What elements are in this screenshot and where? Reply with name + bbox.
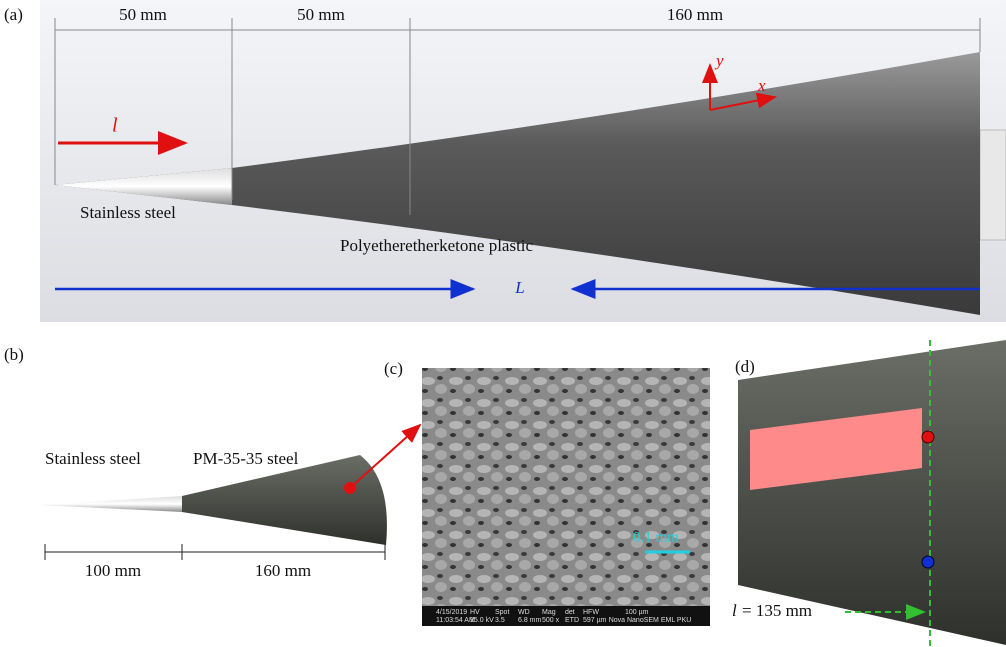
pm-horn (182, 455, 387, 545)
panel-label: (b) (4, 345, 24, 364)
sem-info-bar (422, 606, 710, 626)
material-label: Stainless steel (80, 203, 176, 222)
coord-axes (58, 63, 777, 155)
arrow-label: l (112, 115, 118, 137)
sem-info-text: HV (470, 609, 480, 616)
panel-label: (d) (735, 357, 755, 376)
position-symbol: l (732, 601, 737, 620)
axis-label: y (714, 51, 724, 70)
sem-info-text: Mag (542, 609, 556, 616)
sem-info-text: 597 µm (583, 617, 607, 624)
panel-label: (a) (4, 5, 23, 24)
sem-info-text: 6.8 mm (518, 617, 542, 624)
sem-info-text: WD (518, 609, 530, 616)
dim-label: 50 mm (119, 5, 167, 24)
horn-closeup (738, 340, 1006, 645)
dimension-lines (44, 544, 386, 560)
horn (55, 52, 980, 315)
red-point (921, 430, 935, 444)
sem-info-text: 500 x (542, 617, 560, 624)
length-label: L (514, 278, 524, 297)
highlight-region (750, 408, 922, 490)
sem-info-text: HFW (583, 609, 599, 616)
material-label: Polyetheretherketone plastic (340, 236, 534, 255)
dim-label: 160 mm (667, 5, 723, 24)
dim-label: 100 mm (85, 561, 141, 580)
sem-info-text: Nova NanoSEM EML PKU (609, 617, 692, 624)
pointer (349, 423, 422, 489)
steel-tip (55, 168, 232, 205)
scale-label: 0.1 mm (633, 529, 679, 545)
blue-point (921, 555, 935, 569)
sem-info-text: Spot (495, 609, 509, 616)
panel-label: (c) (384, 359, 403, 378)
sem-info-text: 4/15/2019 (436, 609, 467, 616)
dimension-lines (54, 18, 981, 215)
sem-info-text: 3.5 (495, 617, 505, 624)
position-value: = 135 mm (742, 601, 812, 620)
sem-info-text: 100 µm (625, 609, 649, 616)
sem-info-text: 11:03:54 AM (436, 617, 475, 624)
material-label: Stainless steel (45, 449, 141, 468)
sem-image (422, 368, 710, 606)
mount (979, 129, 1006, 241)
material-label: PM-35-35 steel (193, 449, 299, 468)
dim-label: 160 mm (255, 561, 311, 580)
dim-label: 50 mm (297, 5, 345, 24)
sem-info-text: 15.0 kV (470, 617, 494, 624)
sem-info-text: ETD (565, 617, 579, 624)
steel-tip (40, 496, 182, 512)
sem-info-text: det (565, 609, 575, 616)
axis-label: x (757, 76, 766, 95)
